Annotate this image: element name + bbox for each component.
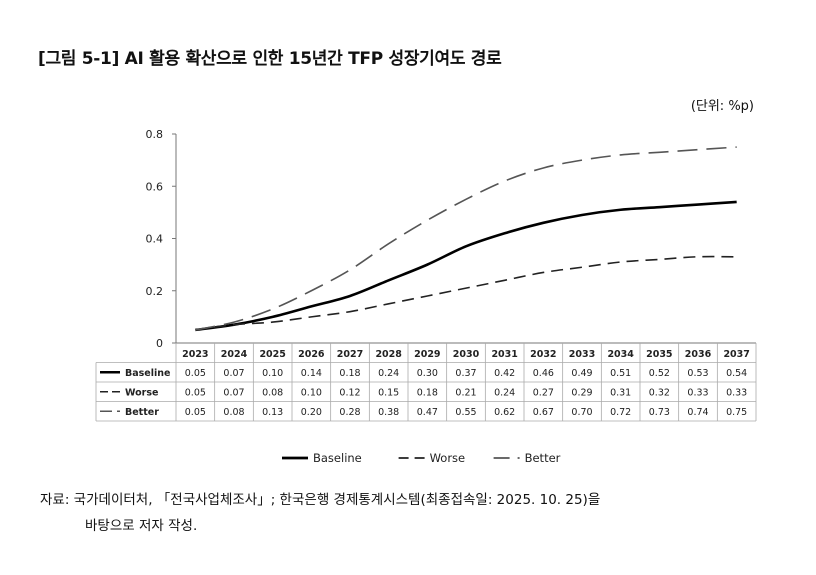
table-series-name: Better <box>125 407 159 418</box>
legend-label-worse: Worse <box>430 451 466 465</box>
table-value: 0.08 <box>223 407 244 418</box>
table-year-label: 2027 <box>337 349 363 360</box>
series-lines <box>195 146 737 332</box>
table-year-label: 2031 <box>491 349 517 360</box>
table-year-label: 2025 <box>259 349 285 360</box>
table-value: 0.53 <box>687 368 708 379</box>
table-value: 0.21 <box>455 387 476 398</box>
table-value: 0.14 <box>301 368 322 379</box>
table-value: 0.55 <box>455 407 476 418</box>
table-value: 0.42 <box>494 368 515 379</box>
line-chart: 00.20.40.60.8 2023 2024 2025 2026 2027 2028 20… <box>95 128 757 465</box>
table-value: 0.33 <box>687 387 708 398</box>
data-table: 2023 2024 2025 2026 2027 2028 2029 2030 2031 2032… <box>95 343 757 422</box>
table-value: 0.05 <box>185 368 206 379</box>
table-value: 0.49 <box>571 368 592 379</box>
table-value: 0.07 <box>223 368 244 379</box>
table-value: 0.32 <box>649 387 670 398</box>
table-value: 0.12 <box>339 387 360 398</box>
table-value: 0.37 <box>455 368 476 379</box>
table-year-label: 2033 <box>569 349 595 360</box>
table-value: 0.52 <box>649 368 670 379</box>
table-value: 0.30 <box>417 368 438 379</box>
table-value: 0.18 <box>417 387 438 398</box>
table-year-label: 2036 <box>685 349 712 360</box>
source-line-1: 자료: 국가데이터처, 「전국사업체조사」; 한국은행 경제통계시스템(최종접속… <box>40 492 601 508</box>
table-value: 0.38 <box>378 407 399 418</box>
table-value: 0.08 <box>262 387 283 398</box>
table-value: 0.10 <box>262 368 283 379</box>
table-value: 0.67 <box>533 407 554 418</box>
table-value: 0.24 <box>378 368 399 379</box>
source-line-2: 바탕으로 저자 작성. <box>85 518 198 534</box>
table-value: 0.46 <box>533 368 554 379</box>
table-series-name: Baseline <box>125 368 170 379</box>
table-value: 0.20 <box>301 407 322 418</box>
table-year-label: 2034 <box>607 349 634 360</box>
table-value: 0.73 <box>649 407 670 418</box>
y-tick-labels: 0 0.2 0.4 0.6 0.8 <box>146 128 164 350</box>
table-value: 0.75 <box>726 407 747 418</box>
table-year-label: 2032 <box>530 349 556 360</box>
table-year-label: 2030 <box>453 349 480 360</box>
table-value: 0.62 <box>494 407 515 418</box>
y-tick-label: 0.8 <box>146 128 164 141</box>
table-year-label: 2023 <box>182 349 208 360</box>
table-value: 0.29 <box>571 387 592 398</box>
table-value: 0.51 <box>610 368 631 379</box>
table-value: 0.05 <box>185 407 206 418</box>
table-value: 0.74 <box>687 407 708 418</box>
series-line-worse <box>195 255 737 331</box>
table-year-label: 2028 <box>375 349 402 360</box>
series-line-better <box>195 146 737 331</box>
unit-label: (단위: %p) <box>690 99 754 114</box>
table-value: 0.31 <box>610 387 631 398</box>
chart-axes <box>172 133 756 344</box>
chart-title: [그림 5-1] AI 활용 확산으로 인한 15년간 TFP 성장기여도 경로 <box>38 49 502 69</box>
table-year-label: 2035 <box>646 349 672 360</box>
table-year-label: 2029 <box>414 349 440 360</box>
table-value: 0.33 <box>726 387 747 398</box>
table-year-label: 2024 <box>221 349 248 360</box>
y-tick-label: 0.4 <box>146 233 164 246</box>
y-tick-label: 0.2 <box>146 285 164 298</box>
y-tick-label: 0 <box>156 337 163 350</box>
table-value: 0.10 <box>301 387 322 398</box>
table-value: 0.13 <box>262 407 283 418</box>
table-year-label: 2026 <box>298 349 325 360</box>
table-value: 0.70 <box>571 407 592 418</box>
table-series-name: Worse <box>125 387 158 398</box>
table-value: 0.47 <box>417 407 438 418</box>
y-tick-label: 0.6 <box>146 180 164 193</box>
table-value: 0.05 <box>185 387 206 398</box>
table-value: 0.72 <box>610 407 631 418</box>
series-line-baseline <box>195 200 737 332</box>
table-value: 0.28 <box>339 407 360 418</box>
table-value: 0.24 <box>494 387 515 398</box>
legend-label-baseline: Baseline <box>313 451 362 465</box>
legend: Baseline Worse Better <box>282 451 561 465</box>
legend-label-better: Better <box>525 451 561 465</box>
table-value: 0.07 <box>223 387 244 398</box>
table-value: 0.27 <box>533 387 554 398</box>
table-value: 0.15 <box>378 387 399 398</box>
table-value: 0.18 <box>339 368 360 379</box>
table-value: 0.54 <box>726 368 747 379</box>
source-note: 자료: 국가데이터처, 「전국사업체조사」; 한국은행 경제통계시스템(최종접속… <box>40 487 600 539</box>
table-year-label: 2037 <box>723 349 749 360</box>
